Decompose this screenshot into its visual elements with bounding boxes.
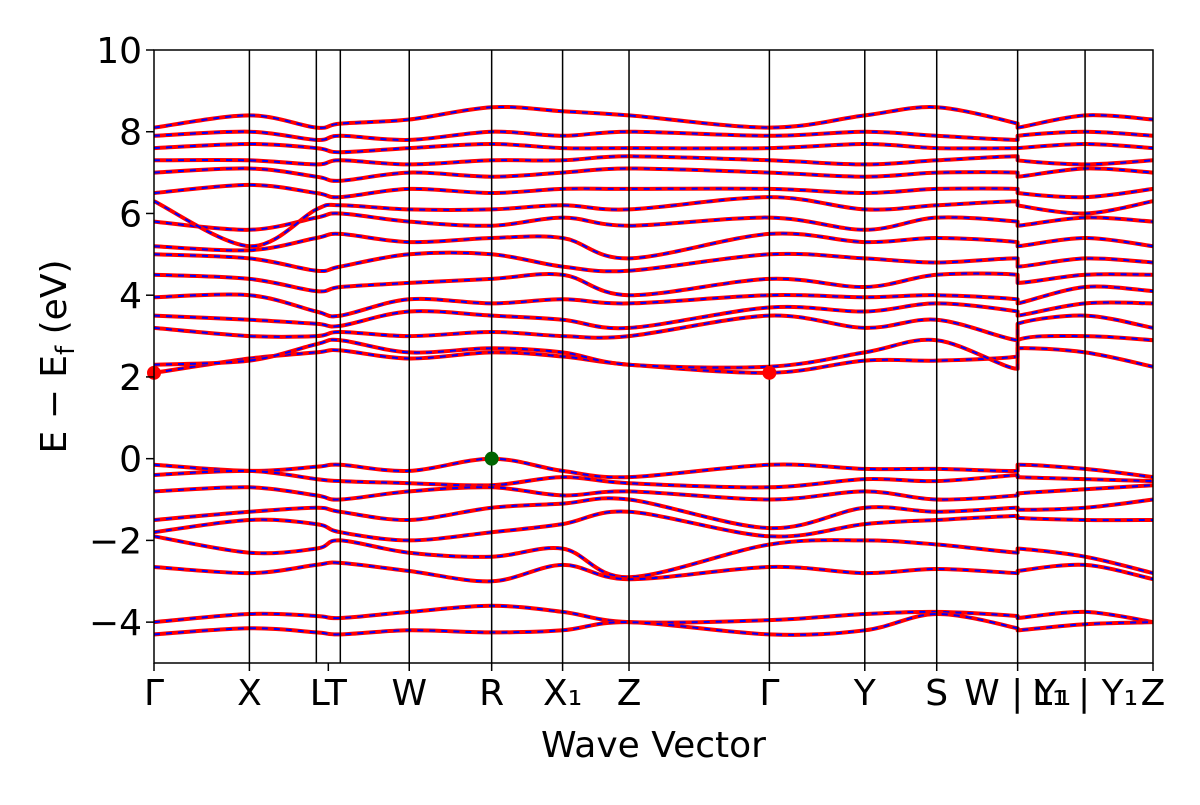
band-line-dashed	[153, 251, 1154, 273]
band-line-solid	[153, 346, 1154, 375]
x-tick-label: W | Y₁	[964, 673, 1071, 714]
y-ticks-layer: −4 −2 0 2 4 6 8 10	[89, 31, 154, 644]
y-axis-label-unit: (eV)	[34, 259, 75, 345]
band-line-solid	[153, 104, 1154, 130]
band-line-dashed	[153, 469, 1154, 489]
x-tick-label: Z	[617, 673, 642, 714]
band-line-dashed	[153, 142, 1154, 154]
band-line-dashed	[153, 155, 1154, 166]
x-tick-label: L₁ | Y₁	[1032, 673, 1138, 714]
y-tick-label: 0	[119, 440, 142, 481]
band-line-dashed	[153, 130, 1154, 141]
x-tick-label: S	[925, 673, 948, 714]
band-line-dashed	[153, 285, 1154, 318]
x-tick-label: R	[479, 673, 504, 714]
y-axis-label: E − Ef (eV)	[34, 259, 81, 453]
band-line-dashed	[153, 484, 1154, 501]
band-line-dashed	[153, 612, 1154, 636]
band-line-dashed	[153, 497, 1154, 530]
band-line-dashed	[153, 272, 1154, 297]
x-tick-label: W	[391, 673, 427, 714]
plot-frame	[153, 49, 1154, 664]
band-line-solid	[153, 231, 1154, 261]
band-line-dashed	[153, 105, 1154, 129]
band-line-dashed	[153, 561, 1154, 583]
band-line-solid	[153, 142, 1154, 155]
band-line-solid	[153, 271, 1154, 298]
y-tick-label: 8	[119, 113, 142, 154]
y-axis-label-sub: f	[51, 345, 81, 355]
band-line-solid	[153, 166, 1154, 183]
band-line-dashed	[153, 232, 1154, 260]
x-tick-label: Y	[853, 673, 877, 714]
x-tick-label: Γ	[759, 673, 779, 714]
x-tick-label: X₁	[543, 673, 582, 714]
x-tick-label: LT	[310, 673, 348, 714]
x-axis-label: Wave Vector	[541, 725, 766, 766]
y-tick-label: 6	[119, 194, 142, 235]
markers-layer	[147, 365, 777, 466]
x-tick-label: Z	[1141, 673, 1166, 714]
vbm-marker	[484, 451, 499, 466]
y-tick-label: 2	[119, 358, 142, 399]
bands-layer	[153, 104, 1154, 637]
y-tick-label: 10	[96, 31, 142, 72]
band-line-solid	[153, 603, 1154, 625]
band-line-solid	[153, 456, 1154, 480]
band-line-solid	[153, 468, 1154, 490]
band-line-dashed	[153, 334, 1154, 370]
band-line-dashed	[153, 301, 1154, 330]
band-line-solid	[153, 129, 1154, 142]
x-tick-label: X	[237, 673, 262, 714]
y-tick-label: 4	[119, 276, 142, 317]
y-axis-label-main: E − E	[34, 355, 75, 454]
x-tick-label: Γ	[144, 673, 164, 714]
y-tick-label: −2	[89, 521, 142, 562]
cbm-marker	[762, 365, 777, 380]
y-tick-label: −4	[89, 603, 142, 644]
band-line-dashed	[153, 510, 1154, 542]
band-line-dashed	[153, 604, 1154, 624]
band-line-dashed	[153, 212, 1154, 231]
band-line-solid	[153, 182, 1154, 200]
kpoint-lines-layer	[248, 50, 1086, 663]
band-line-dashed	[153, 314, 1154, 342]
band-line-dashed	[153, 535, 1154, 579]
